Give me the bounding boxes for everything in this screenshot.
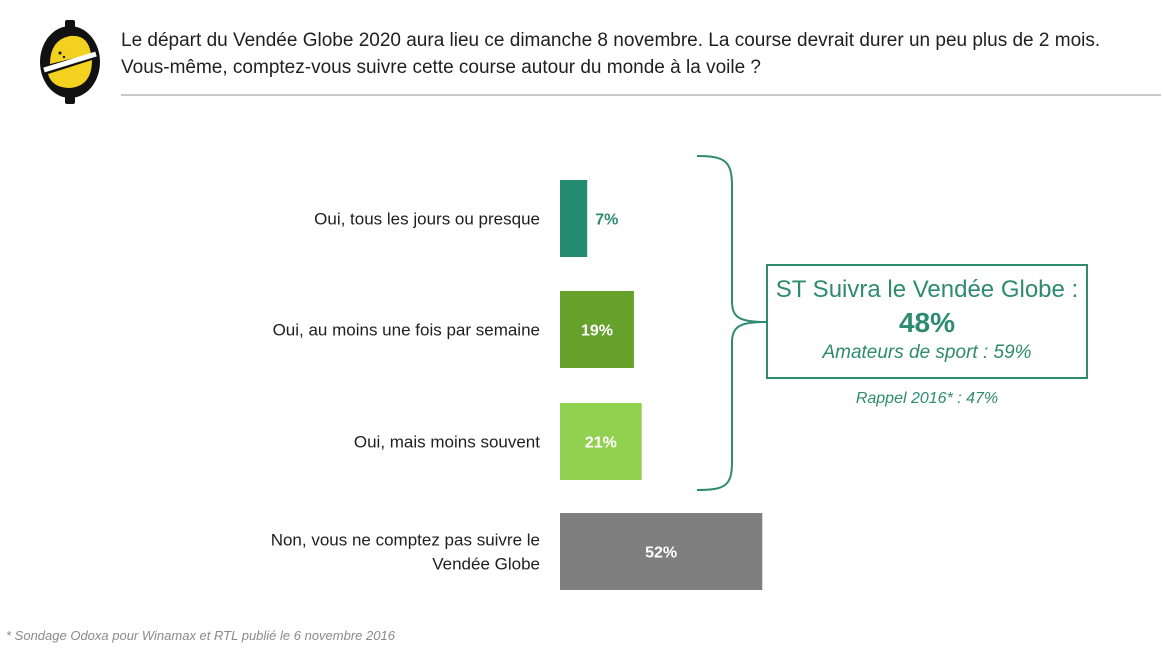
summary-bracket xyxy=(696,155,767,491)
bar-3 xyxy=(560,403,642,480)
summary-value: 48% xyxy=(898,307,956,338)
category-label-2: Oui, au moins une fois par semaine xyxy=(273,321,540,340)
category-label-3: Oui, mais moins souvent xyxy=(354,433,540,452)
question-text: Le départ du Vendée Globe 2020 aura lieu… xyxy=(121,27,1161,81)
rappel-2016: Rappel 2016* : 47% xyxy=(855,390,999,407)
category-label-1: Oui, tous les jours ou presque xyxy=(314,210,540,229)
value-label-2: 19% xyxy=(581,323,613,340)
summary-subgroup: Amateurs de sport : 59% xyxy=(822,342,1032,363)
bar-4 xyxy=(560,513,763,590)
summary-box: ST Suivra le Vendée Globe : 48% Amateurs… xyxy=(766,264,1088,379)
value-label-4: 52% xyxy=(645,545,677,562)
summary-title: ST Suivra le Vendée Globe : xyxy=(775,276,1079,303)
value-label-3: 21% xyxy=(585,435,617,452)
bar-2 xyxy=(560,291,634,368)
value-label-1: 7% xyxy=(595,212,618,229)
bar-1 xyxy=(560,180,588,257)
category-label-4-line-2: Vendée Globe xyxy=(432,555,540,574)
footnote: * Sondage Odoxa pour Winamax et RTL publ… xyxy=(6,628,395,643)
bars-layer: Oui, tous les jours ou presque 7% Oui, au … xyxy=(271,180,763,590)
category-label-4-line-1: Non, vous ne comptez pas suivre le xyxy=(271,531,540,550)
header-divider xyxy=(121,94,1161,96)
question-line-1: Le départ du Vendée Globe 2020 aura lieu… xyxy=(121,30,1101,51)
question-line-2: Vous-même, comptez-vous suivre cette cou… xyxy=(121,57,761,78)
odoxa-logo-icon xyxy=(40,20,100,104)
